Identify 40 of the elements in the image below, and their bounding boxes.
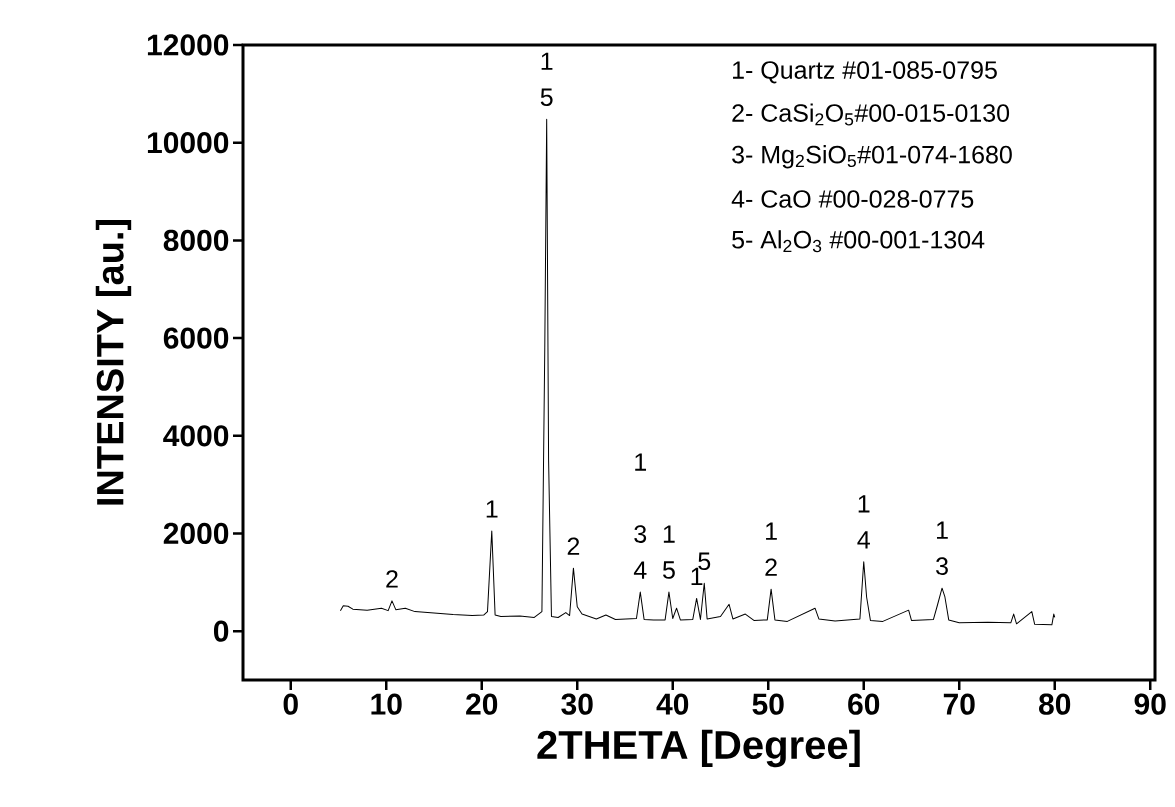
annotation: 4 [857, 531, 870, 549]
y-axis-title: INTENSITY [au.] [95, 220, 132, 505]
annotation: 4 [633, 561, 647, 579]
x-tick-label: 40 [656, 693, 689, 715]
y-tick-label: 6000 [163, 327, 229, 349]
annotation: 1 [766, 522, 777, 540]
annotation: 1- Quartz #01-085-0795 [733, 61, 997, 84]
x-tick-label: 60 [848, 693, 880, 715]
annotation: 3 [936, 557, 948, 576]
annotation: 2 [386, 570, 398, 588]
x-tick-label: 90 [1134, 693, 1166, 715]
x-tick-label: 10 [371, 693, 402, 715]
annotation: 1 [663, 525, 675, 543]
annotation: 5 [662, 561, 675, 579]
x-tick-label: 20 [466, 693, 498, 715]
y-tick-label: 12000 [147, 34, 229, 56]
annotation: 1 [486, 500, 498, 518]
x-tick-label: 50 [752, 693, 784, 715]
annotation: 2- CaSi$_{2}$O$_{5}$#00-015-0130 [732, 103, 1010, 126]
annotation: 1 [858, 495, 870, 513]
y-tick-label: 10000 [147, 132, 229, 154]
x-tick-label: 70 [943, 693, 975, 715]
annotation: 2 [765, 558, 777, 576]
y-tick-label: 0 [213, 620, 229, 642]
annotation: 3 [634, 525, 647, 543]
annotation: 3- Mg$_{2}$SiO$_{5}$#01-074-1680 [732, 145, 1012, 169]
x-tick-label: 0 [283, 693, 298, 715]
x-axis-title: 2THETA [Degree] [537, 729, 860, 768]
x-tick-label: 30 [561, 693, 593, 715]
y-tick-label: 8000 [163, 229, 229, 252]
annotation: 2 [567, 537, 580, 555]
annotation: 5- Al$_{2}$O$_{3}$ #00-001-1304 [732, 230, 985, 253]
y-tick-label: 4000 [163, 425, 229, 447]
annotation: 5 [540, 88, 553, 106]
annotation: 1 [541, 52, 553, 70]
annotation: 4- CaO #00-028-0775 [731, 190, 974, 208]
annotation: 1 [635, 453, 647, 471]
annotation: 1 [936, 521, 948, 539]
x-tick-label: 80 [1039, 693, 1071, 715]
y-tick-label: 2000 [163, 522, 229, 545]
